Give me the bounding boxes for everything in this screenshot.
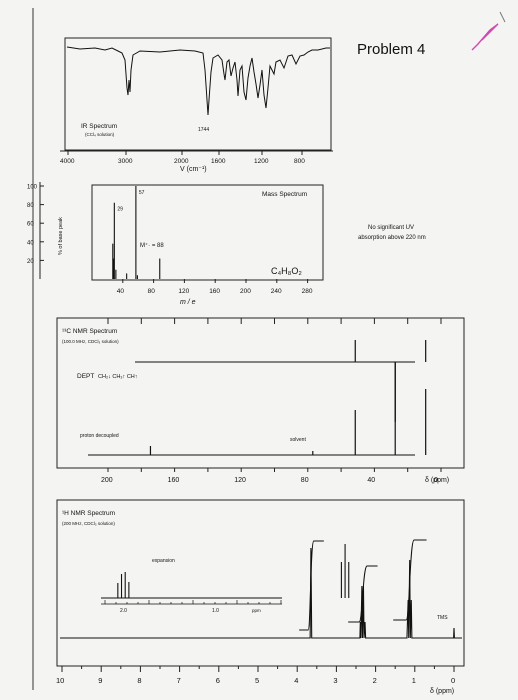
- h1-x-tick-label: 10: [56, 676, 64, 685]
- ms-y-tick-label: 80: [27, 203, 34, 209]
- c13-nmr-spectrum: ¹³C NMR Spectrum (100.0 MHz, CDCl₃ solut…: [56, 317, 465, 484]
- h1-x-tick-label: 4: [294, 676, 298, 685]
- ir-solvent: (CCl₄ solution): [85, 132, 115, 137]
- ms-x-tick-label: 200: [240, 288, 251, 295]
- expansion-tick-2: 2.0: [120, 608, 127, 614]
- ms-y-label: % of base peak: [58, 217, 64, 255]
- ms-x-tick-label: 80: [148, 288, 156, 295]
- proton-decoupled-label: proton decoupled: [80, 433, 119, 439]
- problem-title: Problem 4: [357, 41, 425, 58]
- uv-note-line-1: No significant UV: [368, 225, 414, 231]
- ir-tick-label: 1200: [254, 158, 269, 165]
- ir-axis-label: V (cm⁻¹): [180, 166, 207, 173]
- ms-y-tick-label: 40: [27, 240, 34, 246]
- h1-x-tick-label: 7: [177, 676, 181, 685]
- ms-x-tick-label: 40: [117, 288, 125, 295]
- c13-title: ¹³C NMR Spectrum: [62, 328, 117, 335]
- ms-x-tick-label: 240: [271, 288, 282, 295]
- ir-tick-label: 2000: [174, 158, 189, 165]
- c13-frame: [56, 317, 465, 469]
- ms-molecular-ion: M⁺· = 88: [140, 242, 164, 249]
- h1-conditions: (200 MHz, CDCl₃ solution): [62, 521, 115, 526]
- ir-tick-label: 3000: [118, 158, 133, 165]
- ms-y-tick-label: 20: [27, 259, 34, 265]
- h1-x-axis: 10 9 8 7 6 5 4 3 2 1 0: [56, 666, 455, 685]
- h1-x-tick-label: 3: [333, 676, 337, 685]
- h1-expansion-inset: expansion 2.0 1.0 ppm: [101, 544, 350, 614]
- c13-conditions: (100.0 MHz, CDCl₃ solution): [62, 339, 119, 344]
- h1-x-tick-label: 8: [137, 676, 141, 685]
- ir-tick-label: 1600: [211, 158, 226, 165]
- ms-y-tick-label: 100: [27, 185, 38, 191]
- h1-axis-unit: δ (ppm): [430, 688, 454, 695]
- c13-x-tick-label: 160: [168, 477, 180, 484]
- c13-x-tick-label: 120: [234, 477, 246, 484]
- expansion-label: expansion: [152, 558, 175, 564]
- dept-modes: CH₂↓ CH₃↑ CH↑: [98, 374, 138, 380]
- tms-label: TMS: [437, 615, 448, 621]
- check-mark-icon: [471, 23, 499, 51]
- ms-x-tick-label: 280: [302, 288, 313, 295]
- ms-x-axis: 40 80 120 160 200 240 280: [117, 279, 313, 295]
- ms-x-tick-label: 160: [209, 288, 220, 295]
- expansion-axis: [104, 600, 282, 604]
- c13-x-tick-label: 40: [367, 477, 375, 484]
- ir-frame: [64, 37, 332, 151]
- c13-x-axis: 200 160 120 80 40 0: [101, 468, 442, 484]
- mass-spectrum: 100 80 60 40 20 % of base peak 29 57 40 80 120 1…: [27, 182, 426, 306]
- pen-mark-icon: [499, 11, 506, 23]
- h1-x-tick-label: 6: [216, 676, 220, 685]
- c13-x-tick-label: 0: [434, 477, 438, 484]
- ir-tick-label: 800: [294, 158, 305, 165]
- h1-x-tick-label: 9: [98, 676, 102, 685]
- dept-peaks: [354, 340, 427, 422]
- h1-x-tick-label: 1: [412, 676, 416, 685]
- h1-nmr-spectrum: ¹H NMR Spectrum (200 MHz, CDCl₃ solution…: [56, 499, 465, 695]
- ms-y-axis: 100 80 60 40 20: [27, 185, 44, 265]
- c13-top-ticks: [107, 318, 442, 324]
- ms-peak-label: 57: [139, 190, 145, 196]
- h1-x-tick-label: 5: [255, 676, 259, 685]
- ir-x-axis: 4000 3000 2000 1600 1200 800: [60, 151, 305, 165]
- expansion-peaks: [117, 544, 350, 598]
- h1-title: ¹H NMR Spectrum: [62, 510, 115, 517]
- ms-x-tick-label: 120: [178, 288, 189, 295]
- ms-x-label: m / e: [180, 299, 196, 306]
- ms-formula: C₄H₈O₂: [271, 266, 302, 276]
- c13-decoupled-peaks: [149, 362, 427, 455]
- ms-frame: [91, 184, 324, 281]
- h1-integral-curve: [299, 539, 427, 631]
- h1-x-tick-label: 2: [373, 676, 377, 685]
- h1-x-tick-label: 0: [451, 676, 455, 685]
- c13-x-tick-label: 80: [301, 477, 309, 484]
- ir-tick-label: 4000: [60, 158, 75, 165]
- ms-peak-label: 29: [117, 207, 123, 213]
- ir-trace: [66, 46, 330, 116]
- ms-y-tick-label: 60: [27, 222, 34, 228]
- ir-spectrum: 1744 IR Spectrum (CCl₄ solution) 4000 300…: [60, 37, 333, 173]
- ir-peak-label: 1744: [198, 127, 209, 133]
- expansion-tick-1: 1.0: [212, 608, 219, 614]
- uv-note-line-2: absorption above 220 nm: [358, 235, 426, 241]
- h1-trace: [60, 547, 462, 639]
- c13-axis-unit: δ (ppm): [425, 477, 449, 484]
- ir-label: IR Spectrum: [81, 123, 117, 130]
- ms-title: Mass Spectrum: [262, 191, 307, 198]
- expansion-unit: ppm: [252, 608, 261, 613]
- solvent-label: solvent: [290, 437, 306, 443]
- dept-label: DEPT: [77, 373, 94, 380]
- c13-x-tick-label: 200: [101, 477, 113, 484]
- ms-peaks: 29 57: [112, 186, 161, 279]
